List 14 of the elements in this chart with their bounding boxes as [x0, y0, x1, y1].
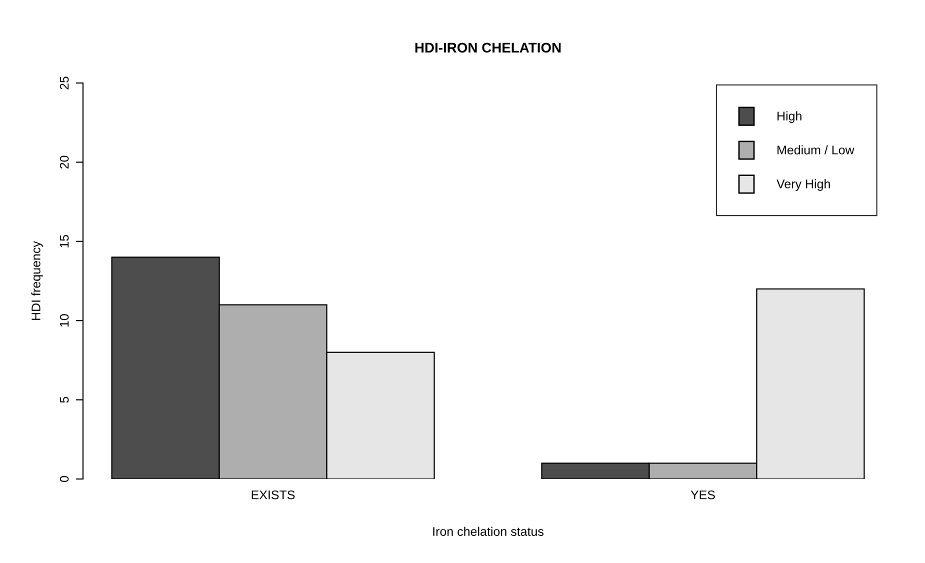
- y-axis-title: HDI frequency: [31, 241, 43, 320]
- legend-label: Very High: [776, 179, 830, 191]
- legend-label: High: [778, 111, 802, 123]
- x-tick-label: EXISTS: [252, 490, 295, 500]
- y-tick-label: 15: [60, 234, 69, 248]
- y-tick-label: 5: [60, 396, 69, 403]
- y-tick-label: 0: [60, 476, 69, 482]
- chart-title: HDI-IRON CHELATION: [415, 42, 561, 53]
- y-tick-label: 25: [60, 76, 69, 90]
- x-axis-title: Iron chelation status: [433, 526, 544, 536]
- y-tick-label: 20: [60, 156, 69, 169]
- x-tick-label: YES: [690, 490, 715, 500]
- y-tick-label: 10: [60, 314, 69, 327]
- legend-label: Medium / Low: [778, 145, 854, 154]
